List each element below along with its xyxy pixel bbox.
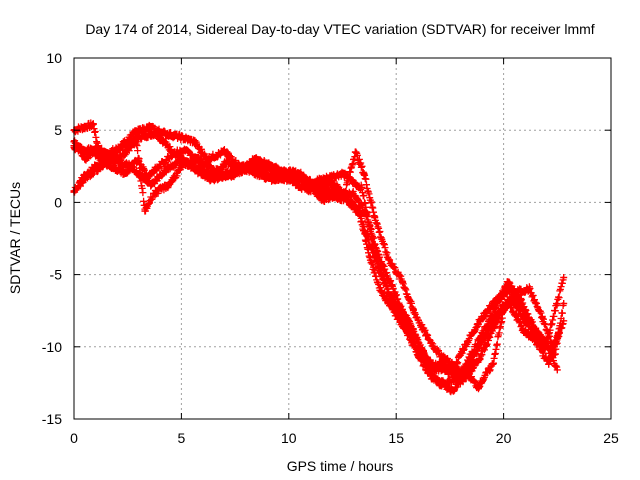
chart-title: Day 174 of 2014, Sidereal Day-to-day VTE… [85, 21, 594, 37]
x-tick-label: 10 [281, 430, 297, 446]
x-axis-label: GPS time / hours [287, 458, 394, 474]
y-tick-label: 0 [54, 194, 62, 210]
ticks: 0 5 10 15 20 25 -15 -10 -5 0 5 10 [42, 50, 619, 446]
y-tick-label: 10 [46, 50, 62, 66]
x-tick-label: 20 [496, 430, 512, 446]
series-layer [70, 119, 568, 396]
series-marker-track [76, 137, 563, 390]
x-tick-label: 15 [388, 430, 404, 446]
y-tick-label: -15 [42, 411, 62, 427]
y-tick-label: 5 [54, 122, 62, 138]
y-axis-label: SDTVAR / TECUs [7, 182, 23, 294]
series-track-5 [76, 137, 563, 390]
grid [74, 58, 611, 419]
x-tick-label: 5 [178, 430, 186, 446]
y-tick-label: -5 [50, 267, 63, 283]
x-tick-label: 25 [603, 430, 619, 446]
y-tick-label: -10 [42, 339, 62, 355]
plot-frame [73, 57, 612, 420]
x-tick-label: 0 [70, 430, 78, 446]
